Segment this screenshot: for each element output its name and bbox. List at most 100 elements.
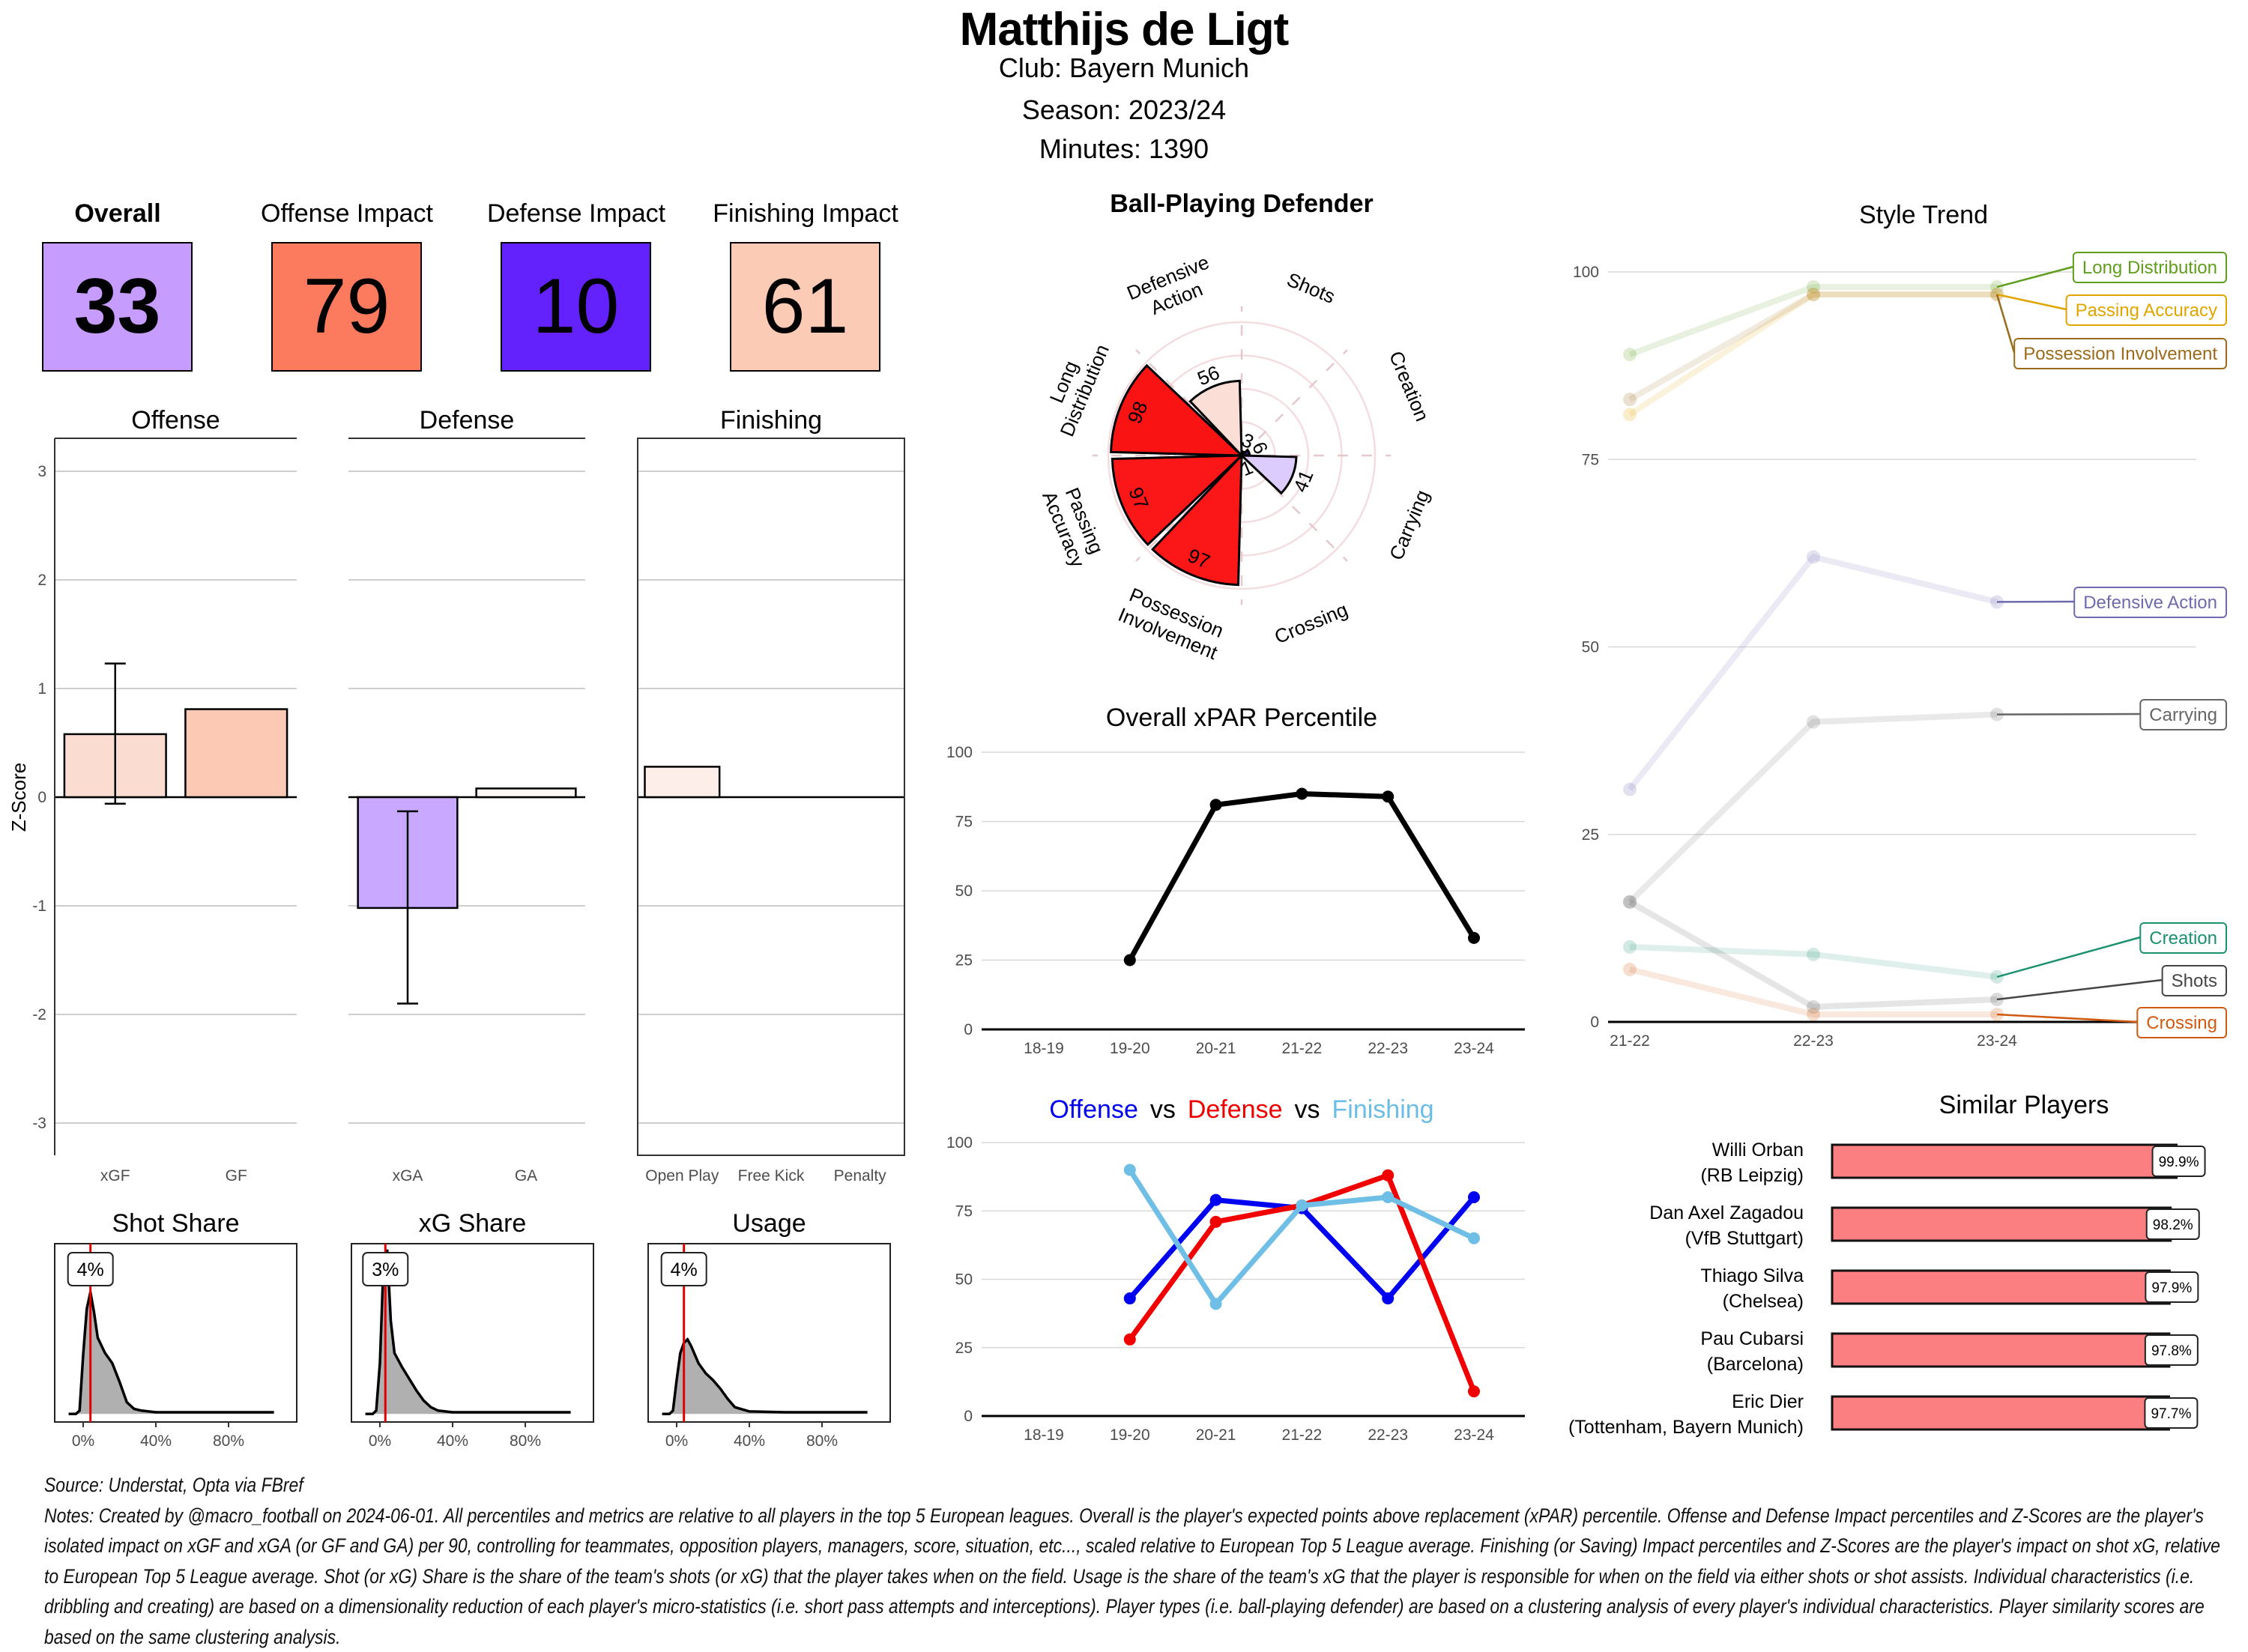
title-part-vs: vs — [1150, 1095, 1176, 1124]
y-tick-label: -2 — [32, 1006, 46, 1023]
bar-gf — [185, 709, 287, 797]
x-tick-label: xGF — [100, 1167, 130, 1184]
player-club: (Chelsea) — [1723, 1291, 1804, 1312]
similarity-label: 99.9% — [2159, 1155, 2199, 1170]
panel-title: Defense — [420, 406, 515, 435]
y-tick-label: 75 — [955, 1202, 973, 1220]
similarity-bar — [1832, 1208, 2171, 1241]
trend-point — [1623, 408, 1637, 421]
similarity-label: 97.7% — [2151, 1406, 2191, 1422]
y-tick-label: 50 — [955, 1271, 973, 1289]
trend-point — [1623, 348, 1637, 361]
point-offense — [1382, 1292, 1394, 1304]
x-tick-label: 80% — [806, 1432, 838, 1450]
x-tick-label: 80% — [510, 1432, 541, 1450]
y-tick-label: 25 — [1582, 826, 1599, 844]
x-tick-label: 80% — [213, 1432, 244, 1450]
point-finishing — [1468, 1232, 1480, 1244]
player-name: Thiago Silva — [1700, 1265, 1804, 1286]
trend-point — [1623, 963, 1637, 976]
point-offense — [1124, 1292, 1136, 1304]
point-finishing — [1382, 1191, 1394, 1203]
y-tick-label: 50 — [1582, 639, 1599, 656]
xpar-point — [1296, 788, 1308, 800]
chart-title: Similar Players — [1939, 1091, 2109, 1119]
trend-point — [1807, 948, 1820, 961]
x-tick-label: 0% — [72, 1432, 94, 1450]
x-tick-label: 21-22 — [1282, 1040, 1323, 1057]
y-tick-label: 0 — [37, 789, 46, 806]
trend-label-long-distribution: Long Distribution — [2082, 258, 2217, 278]
x-tick-label: 18-19 — [1024, 1040, 1064, 1057]
trend-line-defensive-action — [1630, 557, 1997, 789]
player-name: Pau Cubarsi — [1700, 1328, 1804, 1349]
point-offense — [1468, 1191, 1480, 1203]
x-tick-label: Free Kick — [738, 1167, 805, 1184]
trend-point — [1623, 940, 1637, 954]
similarity-bar — [1832, 1271, 2169, 1304]
similarity-bar — [1832, 1334, 2169, 1367]
trend-leader-line — [1997, 267, 2073, 287]
x-tick-label: 21-22 — [1610, 1032, 1650, 1050]
x-tick-label: GF — [226, 1167, 247, 1184]
xpar-line — [1130, 794, 1474, 960]
source-text: Source: Understat, Opta via FBref — [44, 1470, 2223, 1501]
y-tick-label: 50 — [955, 883, 973, 900]
radar-chart: Ball-Playing Defender3Shots6Creation41Ca… — [1038, 190, 1433, 664]
y-tick-label: 2 — [37, 572, 46, 589]
y-axis-label: Z-Score — [7, 763, 30, 832]
player-name: Eric Dier — [1732, 1391, 1804, 1412]
y-tick-label: -1 — [32, 898, 46, 915]
trend-point — [1807, 550, 1820, 563]
x-tick-label: xGA — [393, 1167, 423, 1184]
chart-title: Overall xPAR Percentile — [1106, 704, 1377, 732]
player-club: (Barcelona) — [1707, 1354, 1804, 1375]
bar-ga — [477, 788, 576, 797]
notes-text: Notes: Created by @macro_football on 202… — [44, 1501, 2223, 1652]
zscore-panel-offense: Offense xGF GF — [55, 406, 297, 1184]
distribution-title: Usage — [732, 1209, 806, 1238]
point-finishing — [1296, 1199, 1308, 1211]
point-defense — [1124, 1334, 1136, 1346]
trend-point — [1807, 288, 1820, 301]
x-tick-label: 20-21 — [1196, 1040, 1236, 1057]
trend-label-defensive-action: Defensive Action — [2083, 593, 2217, 613]
panel-title: Offense — [131, 406, 220, 435]
y-tick-label: 0 — [1590, 1014, 1599, 1031]
xpar-point — [1468, 932, 1480, 944]
x-tick-label: 22-23 — [1368, 1426, 1408, 1444]
similarity-bar — [1832, 1397, 2169, 1429]
y-tick-label: 3 — [37, 463, 46, 480]
trend-label-possession-involvement: Possession Involvement — [2023, 344, 2217, 364]
trend-label-passing-accuracy: Passing Accuracy — [2076, 300, 2217, 321]
xpar-point — [1382, 790, 1394, 802]
trend-label-crossing: Crossing — [2146, 1013, 2217, 1033]
trend-point — [1623, 393, 1637, 406]
y-tick-label: 75 — [955, 814, 973, 831]
player-name: Dan Axel Zagadou — [1649, 1202, 1804, 1223]
trend-leader-line — [1997, 1014, 2137, 1022]
trend-leader-line — [1997, 294, 2067, 309]
y-tick-label: -3 — [32, 1115, 46, 1132]
x-tick-label: Open Play — [645, 1167, 719, 1184]
x-tick-label: 0% — [369, 1432, 391, 1450]
y-tick-label: 0 — [964, 1021, 973, 1038]
point-finishing — [1210, 1298, 1222, 1310]
x-tick-label: 0% — [665, 1432, 688, 1450]
trend-point — [1807, 715, 1820, 729]
x-tick-label: 40% — [140, 1432, 172, 1450]
trend-point — [1623, 783, 1637, 796]
title-part-finishing: Finishing — [1332, 1095, 1434, 1124]
xpar-point — [1210, 799, 1222, 811]
x-tick-label: 21-22 — [1282, 1426, 1323, 1444]
x-tick-label: 23-24 — [1454, 1426, 1494, 1444]
y-tick-label: 1 — [37, 680, 46, 698]
